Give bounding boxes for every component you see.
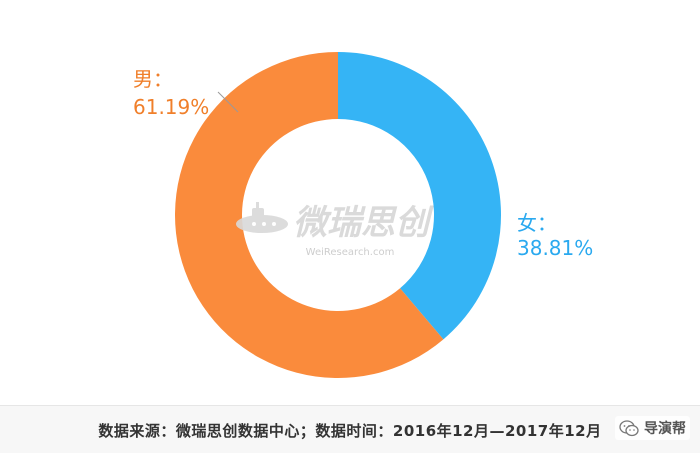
data-source-text: 数据来源：微瑞思创数据中心；数据时间：2016年12月—2017年12月	[98, 422, 602, 440]
slice-female	[338, 52, 501, 340]
footer: 数据来源：微瑞思创数据中心；数据时间：2016年12月—2017年12月 导演帮	[0, 405, 700, 453]
watermark-logo: 微瑞思创 WeiResearch.com	[236, 202, 434, 258]
watermark-url: WeiResearch.com	[306, 247, 395, 258]
submarine-icon	[236, 202, 288, 233]
wechat-badge: 导演帮	[615, 416, 690, 440]
watermark-brand: 微瑞思创	[293, 203, 434, 243]
leader-line-male	[217, 91, 239, 113]
slices-group	[174, 52, 501, 379]
slice-male	[174, 52, 444, 379]
label-male-name: 男：	[133, 67, 173, 91]
chart-svg: 微瑞思创 WeiResearch.com 男： 61.19% 女： 38.81%	[133, 52, 593, 379]
donut-chart: 微瑞思创 WeiResearch.com 男： 61.19% 女： 38.81%	[133, 52, 593, 379]
badge-label: 导演帮	[644, 421, 686, 437]
label-female-name: 女：	[517, 211, 557, 235]
wechat-icon	[619, 419, 639, 436]
label-female-value: 38.81%	[517, 236, 593, 260]
label-male-value: 61.19%	[133, 95, 209, 119]
